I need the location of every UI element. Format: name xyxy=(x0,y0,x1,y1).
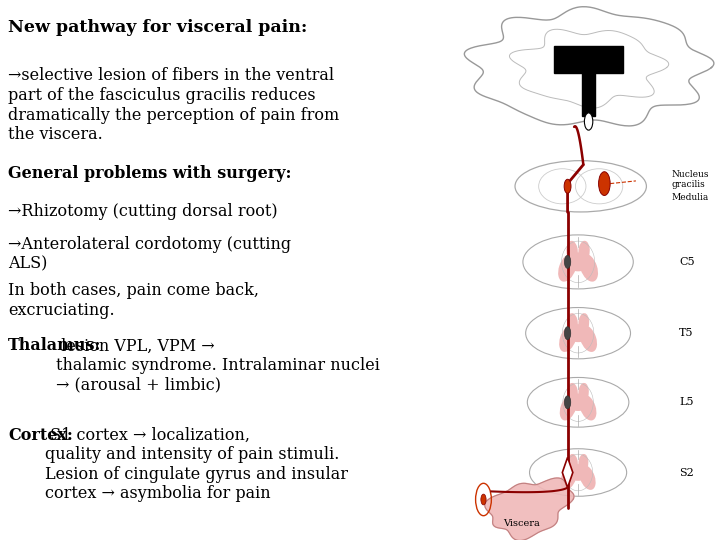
Circle shape xyxy=(598,172,610,195)
Text: S1 cortex → localization,
quality and intensity of pain stimuli.
Lesion of cingu: S1 cortex → localization, quality and in… xyxy=(45,427,348,502)
Ellipse shape xyxy=(567,394,589,411)
Text: T5: T5 xyxy=(679,328,694,338)
Circle shape xyxy=(564,179,571,193)
Polygon shape xyxy=(562,457,573,488)
Circle shape xyxy=(585,113,593,130)
Text: In both cases, pain come back,
excruciating.: In both cases, pain come back, excruciat… xyxy=(8,282,259,319)
Ellipse shape xyxy=(568,454,578,472)
Circle shape xyxy=(481,494,486,505)
Text: lesion VPL, VPM →
thalamic syndrome. Intralaminar nuclei
→ (arousal + limbic): lesion VPL, VPM → thalamic syndrome. Int… xyxy=(55,338,379,394)
Circle shape xyxy=(564,466,571,479)
Text: General problems with surgery:: General problems with surgery: xyxy=(8,165,292,181)
Ellipse shape xyxy=(568,464,588,481)
Polygon shape xyxy=(554,46,623,73)
Ellipse shape xyxy=(580,253,598,282)
Circle shape xyxy=(564,396,571,409)
Text: L5: L5 xyxy=(679,397,694,407)
Ellipse shape xyxy=(578,454,588,472)
Ellipse shape xyxy=(567,252,590,271)
Polygon shape xyxy=(582,73,595,116)
Ellipse shape xyxy=(567,324,589,342)
Ellipse shape xyxy=(579,395,596,421)
Ellipse shape xyxy=(567,383,578,402)
Ellipse shape xyxy=(579,465,595,490)
Polygon shape xyxy=(485,478,574,540)
Text: Medulia: Medulia xyxy=(671,193,708,202)
Ellipse shape xyxy=(558,253,577,282)
Ellipse shape xyxy=(578,313,589,333)
Text: →Anterolateral cordotomy (cutting
ALS): →Anterolateral cordotomy (cutting ALS) xyxy=(8,236,292,273)
Ellipse shape xyxy=(567,241,578,262)
Text: New pathway for visceral pain:: New pathway for visceral pain: xyxy=(8,19,307,36)
Ellipse shape xyxy=(561,465,577,490)
Text: Viscera: Viscera xyxy=(503,519,540,528)
Ellipse shape xyxy=(578,241,590,262)
Ellipse shape xyxy=(559,325,577,352)
Ellipse shape xyxy=(567,313,578,333)
Text: Thalamus:: Thalamus: xyxy=(8,338,102,354)
Text: Nucleus
gracilis: Nucleus gracilis xyxy=(671,170,709,189)
Text: S2: S2 xyxy=(679,468,694,477)
Text: C5: C5 xyxy=(679,257,695,267)
Circle shape xyxy=(564,327,571,340)
Circle shape xyxy=(564,255,571,268)
Ellipse shape xyxy=(559,395,577,421)
Text: →selective lesion of fibers in the ventral
part of the fasciculus gracilis reduc: →selective lesion of fibers in the ventr… xyxy=(8,68,339,143)
Ellipse shape xyxy=(580,325,597,352)
Text: Cortex:: Cortex: xyxy=(8,427,73,443)
Text: →Rhizotomy (cutting dorsal root): →Rhizotomy (cutting dorsal root) xyxy=(8,202,278,219)
Ellipse shape xyxy=(578,383,589,402)
